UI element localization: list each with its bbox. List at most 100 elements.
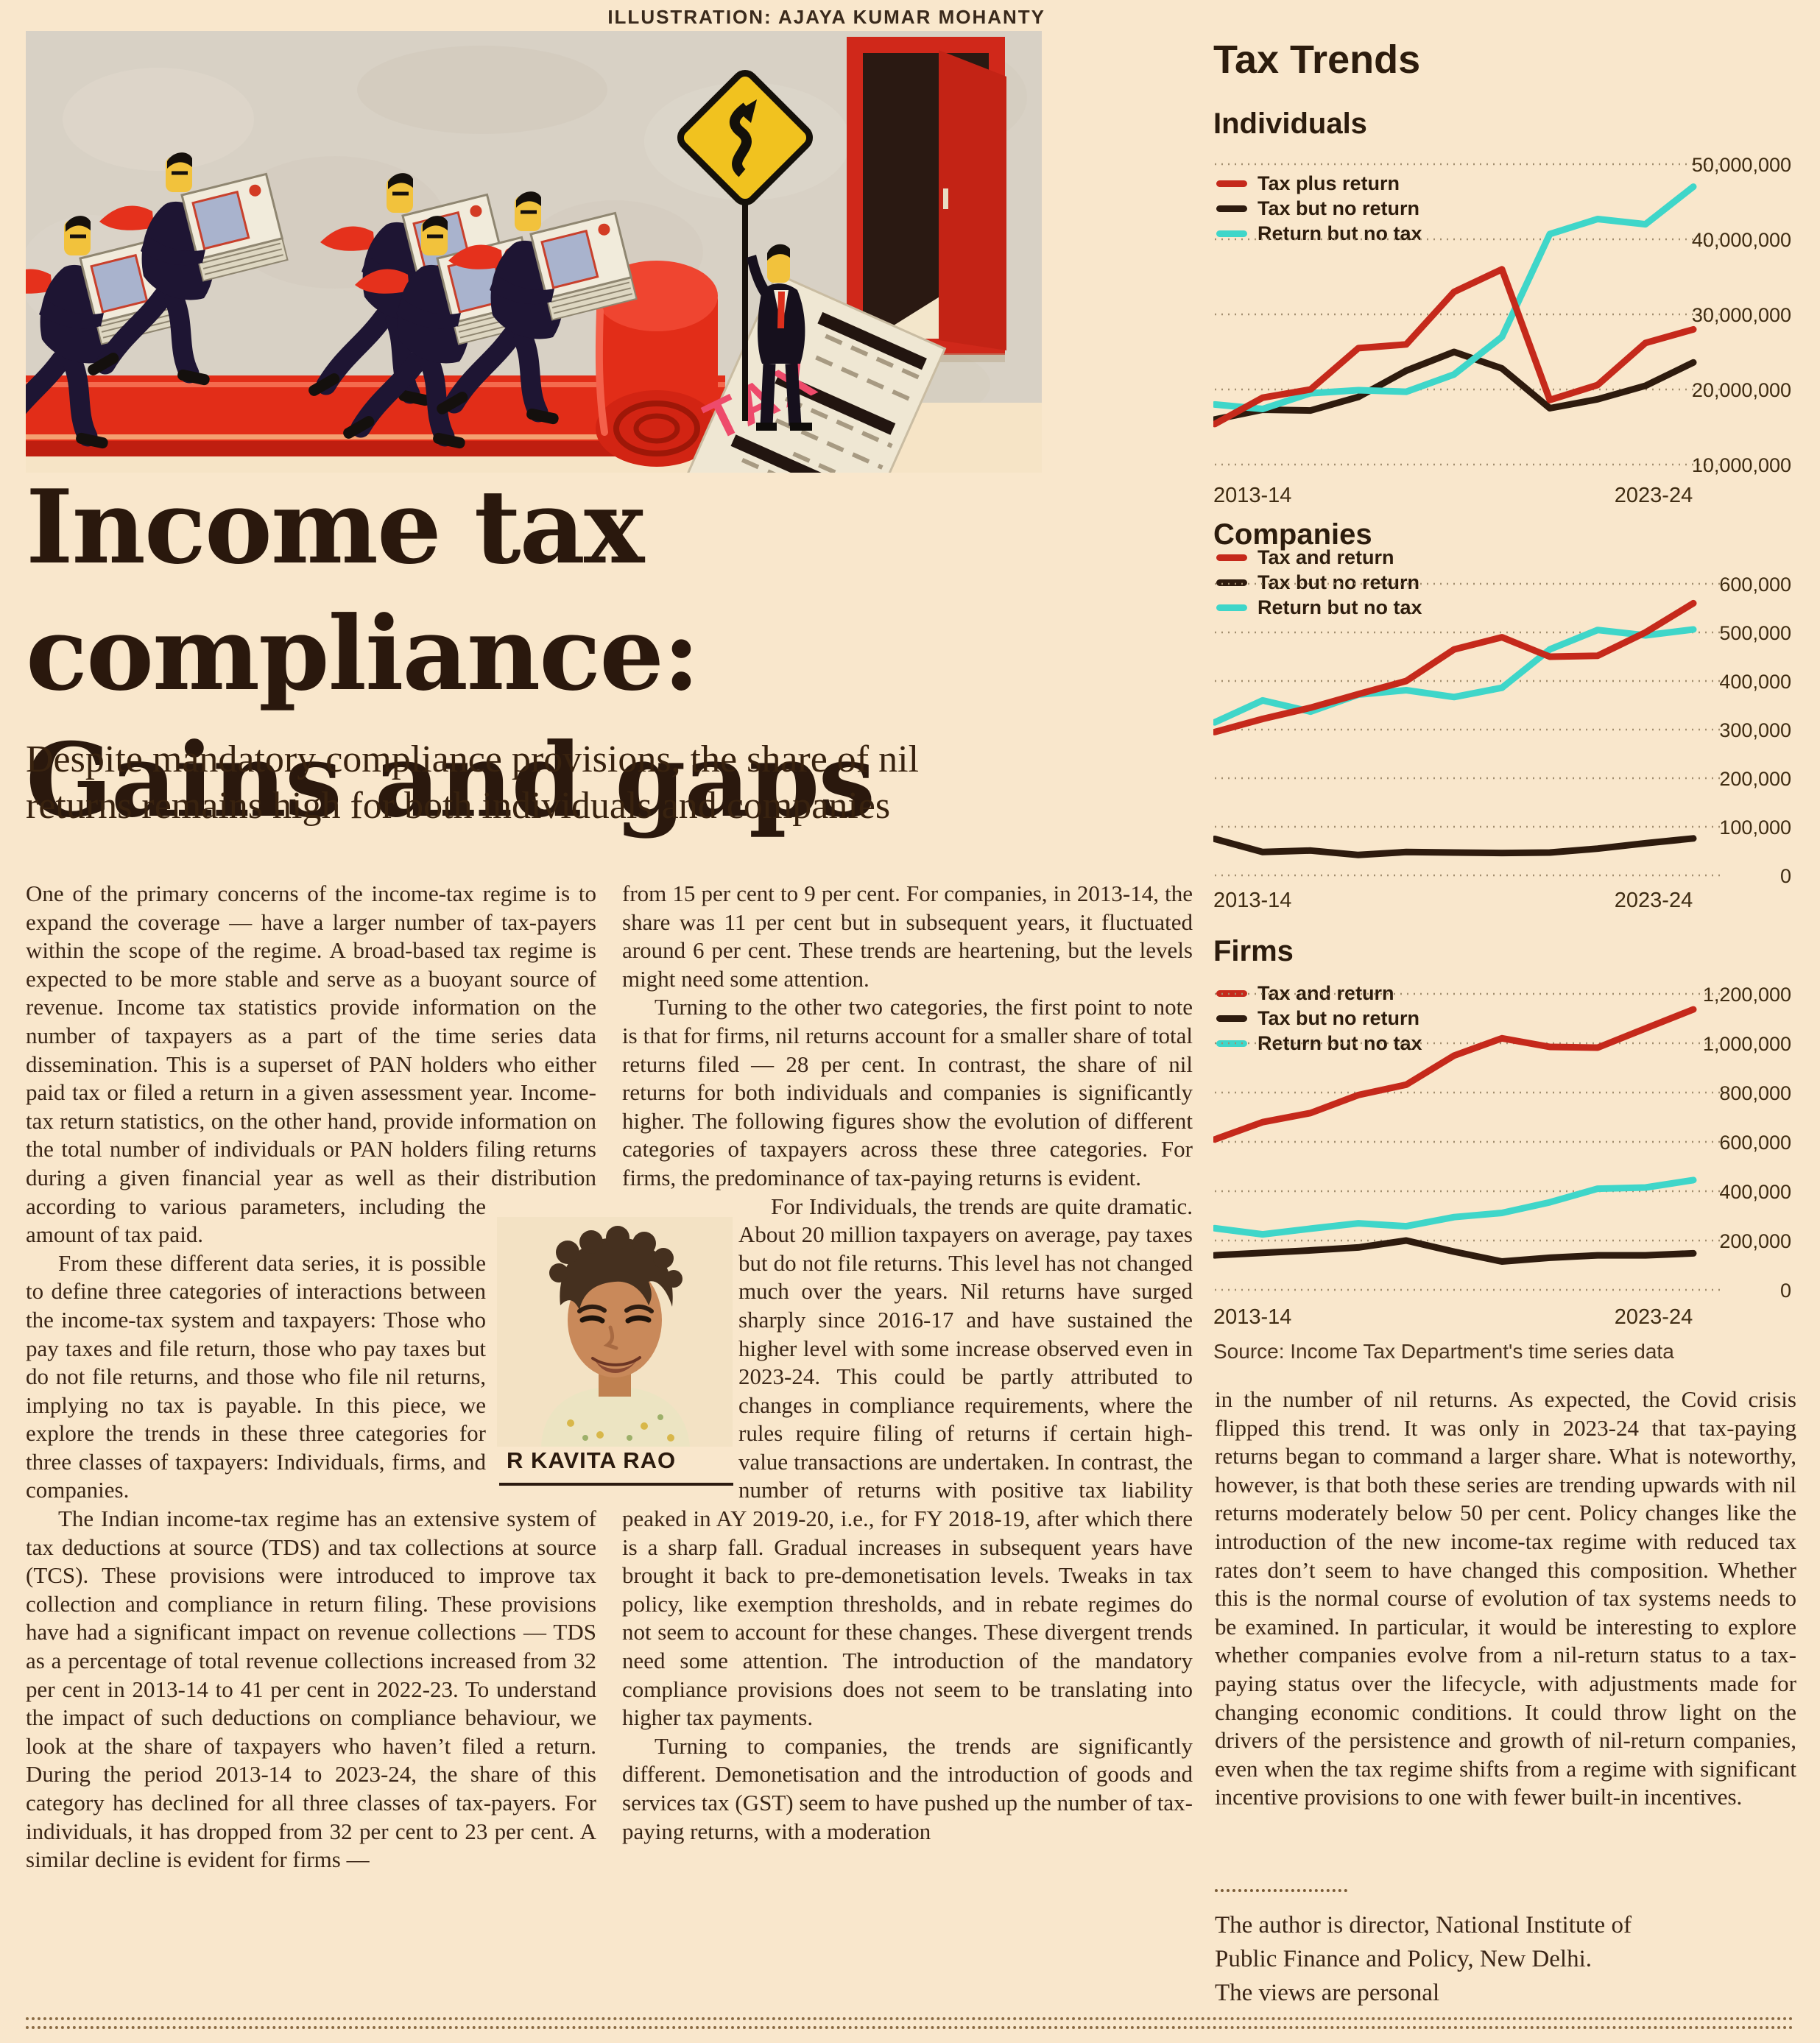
x-axis-label-start: 2013-14 [1213, 889, 1291, 912]
series-line-return-but-no-tax [1213, 626, 1697, 726]
series-line-tax-but-no-return [1213, 348, 1697, 423]
legend-item: Return but no tax [1216, 595, 1422, 620]
body-paragraph: From these different data series, it is … [26, 1249, 486, 1503]
footer-line: The views are personal [1215, 1980, 1440, 2006]
footer-line: Public Finance and Policy, New Delhi. [1215, 1946, 1592, 1972]
author-footnote: The author is director, National Institu… [1215, 1908, 1796, 2010]
body-paragraph: For Individuals, the trends are quite dr… [622, 1193, 1193, 1731]
y-tick-label: 0 [1780, 865, 1791, 887]
legend-swatch [1216, 1015, 1247, 1022]
chart-firms: 1,200,000 1,000,000 800,000 600,000 400,000 2… [1213, 984, 1791, 1329]
legend-swatch [1216, 180, 1247, 187]
legend-item: Tax but no return [1216, 1006, 1422, 1031]
illustration-credit: ILLUSTRATION: AJAYA KUMAR MOHANTY [607, 6, 1045, 28]
y-tick-label: 0 [1780, 1280, 1791, 1302]
chart-title-individuals: Individuals [1213, 107, 1367, 140]
x-axis-label-end: 2023-24 [1615, 484, 1693, 507]
open-door [847, 37, 1006, 362]
door-knob [943, 188, 948, 209]
body-paragraph: from 15 per cent to 9 per cent. For comp… [622, 881, 1193, 992]
bottom-rule [26, 2026, 1794, 2029]
x-axis-label-start: 2013-14 [1213, 484, 1291, 507]
body-paragraph: in the number of nil returns. As expecte… [1215, 1386, 1796, 1810]
series-line-tax-and-return [1213, 599, 1697, 735]
chart-title-firms: Firms [1213, 935, 1294, 967]
x-axis-label-start: 2013-14 [1213, 1305, 1291, 1329]
legend-swatch [1216, 230, 1247, 237]
legend-item: Tax but no return [1216, 196, 1422, 221]
legend-label: Tax and return [1258, 981, 1394, 1004]
y-tick-label: 20,000,000 [1692, 379, 1791, 401]
legend-firms: Tax and return Tax but no return Return bu… [1216, 981, 1422, 1056]
legend-swatch [1216, 989, 1247, 997]
legend-swatch [1216, 579, 1247, 586]
legend-label: Tax but no return [1258, 1006, 1419, 1029]
series-line-return-but-no-tax [1213, 1176, 1697, 1238]
legend-companies: Tax and return Tax but no return Return bu… [1216, 545, 1422, 620]
legend-item: Tax but no return [1216, 570, 1422, 595]
author-photo [497, 1217, 733, 1447]
x-axis-label-end: 2023-24 [1615, 1305, 1693, 1329]
photo-caption: R KAVITA RAO [507, 1447, 677, 1473]
series-line-return-but-no-tax [1213, 183, 1697, 412]
y-tick-label: 500,000 [1719, 622, 1791, 644]
y-tick-label: 100,000 [1719, 816, 1791, 839]
legend-label: Tax and return [1258, 546, 1394, 568]
standfirst-line1: Despite mandatory compliance provisions,… [26, 738, 920, 780]
y-tick-label: 30,000,000 [1692, 304, 1791, 326]
y-tick-label: 800,000 [1719, 1082, 1791, 1104]
legend-label: Tax but no return [1258, 571, 1419, 593]
standfirst: Despite mandatory compliance provisions,… [26, 736, 1218, 829]
chart-individuals: 50,000,000 40,000,000 30,000,000 20,000,000… [1213, 155, 1791, 507]
y-tick-label: 200,000 [1719, 768, 1791, 790]
winding-road-sign-icon [677, 69, 814, 206]
legend-swatch [1216, 1040, 1247, 1047]
body-paragraph: The Indian income-tax regime has an exte… [26, 1506, 596, 1873]
y-tick-label: 50,000,000 [1692, 155, 1791, 176]
chart-title-companies: Companies [1213, 518, 1372, 551]
sign-man [677, 69, 814, 431]
legend-swatch [1216, 604, 1247, 611]
y-tick-label: 40,000,000 [1692, 229, 1791, 251]
footer-line: The author is director, National Institu… [1215, 1912, 1632, 1938]
series-line-tax-and-return [1213, 1006, 1697, 1143]
tax-trends-title: Tax Trends [1213, 38, 1421, 82]
y-tick-label: 10,000,000 [1692, 454, 1791, 476]
x-axis-label-end: 2023-24 [1615, 889, 1693, 912]
standfirst-line2: returns remains high for both individual… [26, 785, 891, 827]
y-tick-label: 200,000 [1719, 1230, 1791, 1252]
bottom-rule [26, 2017, 1794, 2020]
body-column-3: in the number of nil returns. As expecte… [1215, 1386, 1796, 1812]
legend-item: Tax and return [1216, 981, 1422, 1006]
headline: Income tax compliance: Gains and gaps [26, 464, 1204, 844]
legend-item: Tax and return [1216, 545, 1422, 570]
body-paragraph: Turning to the other two categories, the… [622, 994, 1193, 1190]
legend-individuals: Tax plus return Tax but no return Return b… [1216, 171, 1422, 246]
body-paragraph: One of the primary concerns of the incom… [26, 881, 596, 1248]
y-tick-label: 300,000 [1719, 719, 1791, 741]
body-column-1: One of the primary concerns of the incom… [26, 880, 596, 1874]
series-line-tax-but-no-return [1213, 1237, 1697, 1265]
series-line-tax-but-no-return [1213, 835, 1697, 858]
y-tick-label: 400,000 [1719, 1181, 1791, 1203]
body-column-2: from 15 per cent to 9 per cent. For comp… [622, 880, 1193, 1846]
legend-label: Return but no tax [1258, 222, 1422, 244]
headline-line1: Income tax compliance: [26, 467, 700, 713]
legend-label: Return but no tax [1258, 596, 1422, 618]
legend-label: Tax but no return [1258, 197, 1419, 219]
chart-companies: 600,000 500,000 400,000 300,000 200,000 100,0… [1213, 574, 1791, 912]
series-line-tax-plus-return [1213, 266, 1697, 428]
legend-item: Return but no tax [1216, 221, 1422, 246]
y-tick-label: 1,000,000 [1703, 1033, 1791, 1055]
photo-rule [499, 1483, 733, 1486]
body-paragraph: Turning to companies, the trends are sig… [622, 1732, 1193, 1844]
y-tick-label: 1,200,000 [1703, 984, 1791, 1006]
y-tick-label: 600,000 [1719, 574, 1791, 596]
chart-source: Source: Income Tax Department's time ser… [1213, 1340, 1674, 1363]
legend-swatch [1216, 205, 1247, 212]
legend-item: Tax plus return [1216, 171, 1422, 196]
legend-swatch [1216, 554, 1247, 561]
legend-label: Tax plus return [1258, 172, 1400, 194]
footer-divider [1215, 1889, 1347, 1892]
